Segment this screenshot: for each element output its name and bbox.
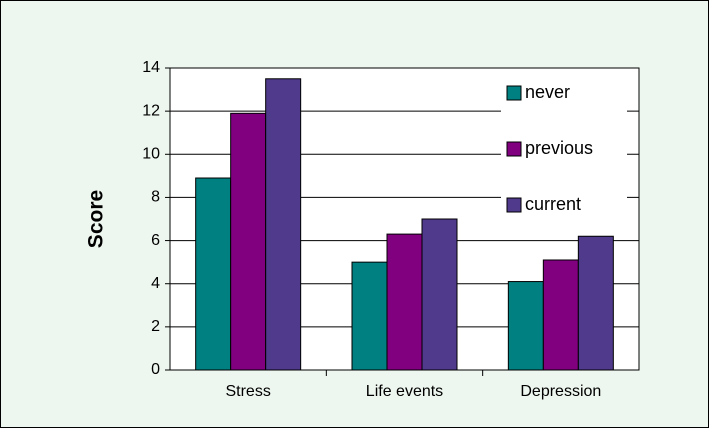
bar [195,177,232,371]
bar [507,281,544,371]
bar [386,233,423,371]
legend-label: current [525,194,581,214]
bar [265,78,302,371]
y-tick-label: 4 [151,275,160,292]
y-tick-label: 2 [151,318,160,335]
legend-swatch [506,141,522,157]
x-tick-label: Stress [225,383,270,400]
y-tick-label: 0 [151,361,160,378]
bar [542,259,579,371]
y-tick-label: 12 [142,102,160,119]
y-tick-label: 14 [142,59,160,76]
bar [351,261,388,371]
x-tick-label: Life events [366,383,443,400]
bar [577,235,614,371]
x-tick-label: Depression [520,383,601,400]
legend-label: previous [525,138,593,158]
legend-swatch [506,85,522,101]
y-tick-label: 8 [151,189,160,206]
y-axis-label: Score [85,190,108,248]
legend-box [501,75,627,223]
y-tick-label: 6 [151,232,160,249]
legend-label: never [525,82,570,102]
bar [421,218,458,371]
bar [230,112,267,371]
legend-swatch [506,197,522,213]
y-tick-label: 10 [142,146,160,163]
